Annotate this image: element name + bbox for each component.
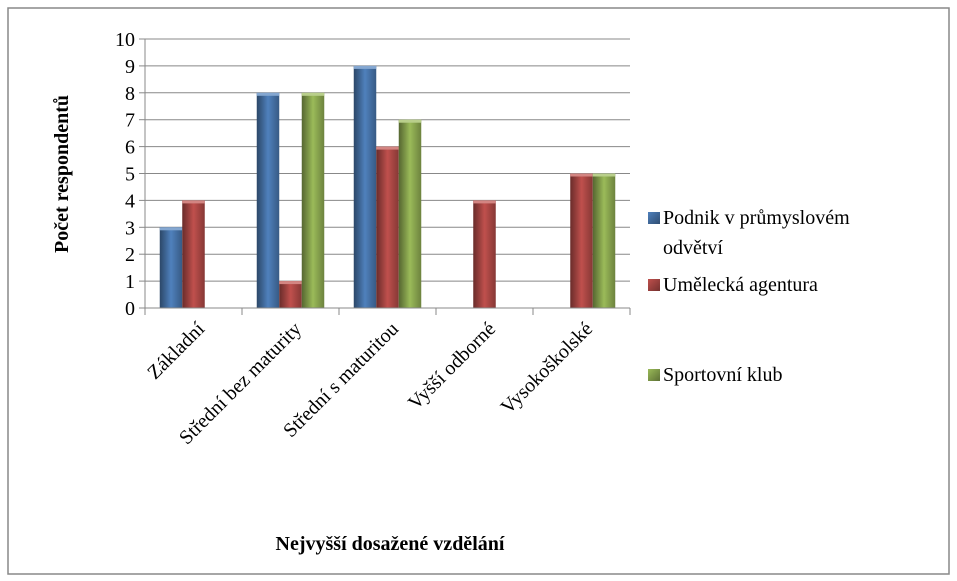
y-tick-label: 5 [125, 164, 135, 186]
legend-swatch [648, 369, 660, 381]
y-tick-label: 2 [125, 244, 135, 266]
y-tick-label: 4 [125, 190, 135, 212]
bar [353, 65, 377, 309]
bar-top [376, 146, 399, 150]
x-axis-title: Nejvyšší dosažené vzdělání [276, 533, 505, 555]
bar-top [159, 227, 183, 231]
legend-label: Podnik v průmyslovém odvětví [663, 207, 850, 259]
bar [592, 173, 616, 308]
bar-top [279, 281, 302, 285]
bar [376, 146, 399, 308]
bar [301, 92, 325, 308]
y-tick-label: 6 [125, 137, 135, 159]
y-tick-label: 8 [125, 83, 135, 105]
bar [473, 200, 496, 308]
y-tick-label: 9 [125, 56, 135, 78]
y-tick-label: 3 [125, 217, 135, 239]
legend-item: Sportovní klub [648, 360, 878, 390]
y-tick-label: 7 [125, 110, 135, 132]
bar-top [256, 92, 280, 96]
bar-top [353, 65, 377, 69]
bar-top [301, 92, 325, 96]
y-tick-label: 10 [115, 29, 135, 51]
legend-swatch [648, 279, 660, 291]
bar-top [473, 200, 496, 204]
bar [570, 173, 593, 308]
bar [279, 281, 302, 308]
bar-top [592, 173, 616, 177]
legend-label: Sportovní klub [663, 364, 783, 386]
legend-item: Umělecká agentura [648, 270, 878, 300]
y-tick-label: 1 [125, 271, 135, 293]
y-tick-label: 0 [125, 298, 135, 320]
y-axis-title: Počet respondentů [51, 95, 73, 253]
bar-top [398, 119, 422, 123]
bar [256, 92, 280, 308]
legend-label: Umělecká agentura [663, 274, 818, 296]
legend-swatch [648, 212, 660, 224]
bar-top [570, 173, 593, 177]
bar [398, 119, 422, 308]
bar-top [182, 200, 205, 204]
bar [159, 227, 183, 308]
legend-item: Podnik v průmyslovém odvětví [648, 203, 878, 263]
bar [182, 200, 205, 308]
